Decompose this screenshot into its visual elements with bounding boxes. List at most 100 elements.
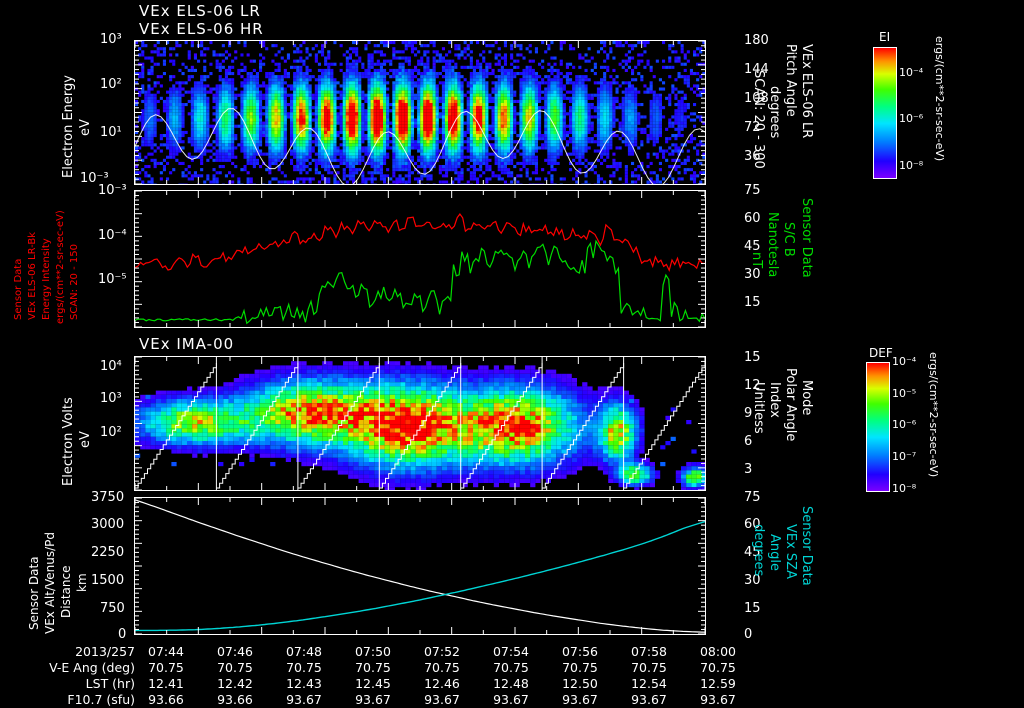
panel2-line-canvas [135,191,705,327]
colorbar1-tick-2: 10⁻⁸ [899,159,924,172]
colorbar1-tick-1: 10⁻⁶ [899,112,924,125]
panel1-spectrogram-canvas [135,41,705,184]
table-cell: 70.75 [424,660,460,675]
panel1-left-tick-0: 10³ [100,32,122,47]
table-cell: 70.75 [286,660,322,675]
panel4-left-label-sensor-data: Sensor Data [27,556,41,630]
panel2-right-tick-15: 15 [744,295,761,310]
table-cell: 70.75 [217,660,253,675]
bottom-time-table: 2013/257 V-E Ang (deg) LST (hr) F10.7 (sfu)… [0,644,1024,708]
table-cell: 12.42 [217,676,253,691]
panel2-left-label-instrument: VEx ELS-06 LR-Bk [27,231,38,320]
table-cell: 93.67 [631,692,667,707]
panel2-left-tick-0: 10⁻³ [98,183,127,198]
panel4-left-tick-2250: 2250 [91,545,125,560]
panel1-right-label-scan: SCAN: 20 - 300 [751,70,766,169]
colorbar2-tick-2: 10⁻⁶ [892,418,917,431]
table-cell: 93.67 [700,692,736,707]
table-cell: 93.67 [355,692,391,707]
colorbar1-title: EI [879,30,891,44]
table-cell: 07:54 [492,644,530,659]
panel3-title: VEx IMA-00 [139,335,235,353]
panel1-left-tick-3: 10⁻³ [80,171,109,186]
table-cell: 12.46 [424,676,460,691]
table-cell: 12.43 [286,676,322,691]
panel4-right-label-sensor-data: Sensor Data [799,506,814,586]
panel2-right-label-scb: S/C B [781,222,796,257]
table-cell: 07:44 [147,644,185,659]
panel4-left-label-quantity: VEx Alt/Venus/Pd [43,531,57,634]
panel2-right-tick-75: 75 [744,183,761,198]
panel4-right-tick-15: 15 [744,601,761,616]
panel3-right-label-index: Index [767,382,782,418]
table-row-label-1: V-E Ang (deg) [49,660,135,675]
panel3-right-tick-15: 15 [744,350,761,365]
table-cell: 08:00 [699,644,737,659]
panel4-right-tick-0: 0 [744,627,753,642]
panel-energy-intensity-bfield[interactable] [134,190,706,328]
panel2-left-label-units: ergs/(cm**2-sr-sec-eV) [55,210,66,324]
colorbar2-gradient [866,362,890,492]
panel4-left-tick-750: 750 [100,601,125,616]
panel4-left-tick-3750: 3750 [91,490,125,505]
colorbar2-tick-4: 10⁻⁸ [892,482,917,495]
panel1-left-axis-unit: eV [78,119,93,136]
panel4-right-label-degrees: degrees [751,524,766,577]
panel2-left-label-sensor-data: Sensor Data [13,258,24,320]
panel-electron-energy-spectrogram[interactable] [134,40,706,185]
panel3-left-axis-label: Electron Volts [61,397,76,486]
table-cell: 70.75 [355,660,391,675]
table-cell: 12.41 [148,676,184,691]
panel2-right-tick-30: 30 [744,267,761,282]
panel4-right-label-sza: VEx SZA [783,524,798,579]
table-cell: 07:58 [630,644,668,659]
table-row-label-2: LST (hr) [85,676,135,691]
colorbar2-tick-1: 10⁻⁵ [892,387,917,400]
panel1-right-tick-72: 72 [744,120,761,135]
panel1-right-label-pitch-angle: Pitch Angle [783,44,798,117]
table-cell: 07:48 [285,644,323,659]
panel2-left-tick-2: 10⁻⁵ [98,272,127,287]
colorbar2-title: DEF [869,346,893,360]
table-row-label-0: 2013/257 [75,644,135,659]
panel4-right-label-angle: Angle [767,534,782,571]
panel4-left-label-distance: Distance [59,565,73,618]
panel1-left-axis-label: Electron Energy [61,75,76,178]
colorbar1-tick-0: 10⁻⁴ [899,66,924,79]
table-cell: 93.67 [562,692,598,707]
panel2-right-label-nanotesla: Nanotesla [765,212,780,278]
panel1-right-tick-36: 36 [744,149,761,164]
panel4-left-tick-1500: 1500 [91,573,125,588]
panel-ion-energy-spectrogram[interactable] [134,356,706,491]
panel2-right-label-nt: nT [749,252,764,269]
panel4-left-tick-3000: 3000 [91,517,125,532]
colorbar2-tick-0: 10⁻⁴ [892,355,917,368]
panel4-left-label-km: km [75,573,89,592]
panel1-right-tick-180: 180 [744,33,769,48]
table-cell: 70.75 [631,660,667,675]
panel2-right-tick-45: 45 [744,239,761,254]
table-cell: 93.67 [424,692,460,707]
table-cell: 93.66 [148,692,184,707]
table-cell: 12.54 [631,676,667,691]
panel2-left-tick-1: 10⁻⁴ [98,228,127,243]
table-cell: 07:56 [561,644,599,659]
panel3-right-label-polar-angle: Polar Angle [783,368,798,442]
colorbar1-gradient [873,47,897,179]
panel3-right-label-unitless: Unitless [751,382,766,434]
panel4-right-tick-30: 30 [744,573,761,588]
table-cell: 07:46 [216,644,254,659]
panel3-right-tick-9: 9 [744,406,753,421]
table-cell: 93.66 [217,692,253,707]
table-cell: 07:50 [354,644,392,659]
panel1-left-tick-1: 10² [100,77,122,92]
table-cell: 70.75 [562,660,598,675]
panel-altitude-sza[interactable] [134,497,706,635]
panel3-left-tick-2: 10² [100,425,122,440]
table-cell: 70.75 [148,660,184,675]
panel1-title-lr: VEx ELS-06 LR [139,2,261,20]
panel4-right-tick-60: 60 [744,517,761,532]
panel3-right-tick-6: 6 [744,434,753,449]
panel4-line-canvas [135,498,705,634]
